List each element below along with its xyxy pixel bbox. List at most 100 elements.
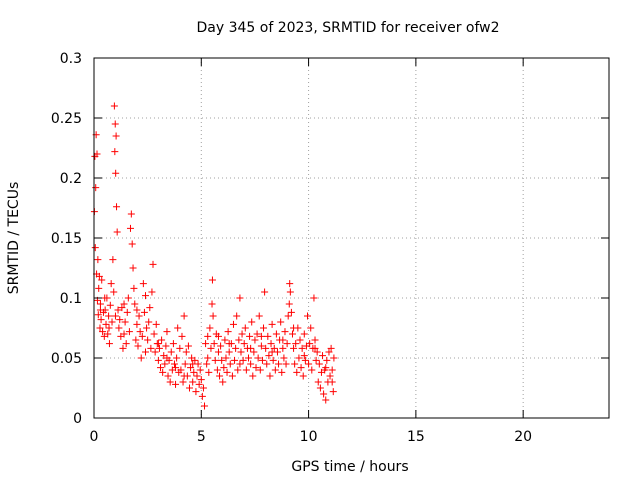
data-point xyxy=(178,332,186,340)
data-point xyxy=(311,344,319,352)
data-point xyxy=(326,372,334,380)
data-point xyxy=(96,324,104,332)
data-point xyxy=(112,132,120,140)
y-tick-label: 0.1 xyxy=(60,291,82,307)
data-point xyxy=(95,284,103,292)
data-point xyxy=(320,390,328,398)
data-point xyxy=(328,366,336,374)
data-point xyxy=(121,318,129,326)
data-point xyxy=(154,340,162,348)
data-point xyxy=(154,356,162,364)
data-point xyxy=(107,280,115,288)
data-point xyxy=(189,360,197,368)
data-point xyxy=(164,372,172,380)
data-point xyxy=(268,348,276,356)
y-tick-label: 0.2 xyxy=(60,171,82,187)
data-point xyxy=(283,340,291,348)
data-point xyxy=(112,169,120,177)
data-point xyxy=(134,342,142,350)
data-point xyxy=(228,372,236,380)
data-point xyxy=(268,320,276,328)
data-point xyxy=(279,336,287,344)
data-point xyxy=(224,328,232,336)
data-point xyxy=(147,344,155,352)
data-point xyxy=(182,348,190,356)
data-points xyxy=(90,102,338,410)
data-point xyxy=(223,368,231,376)
data-point xyxy=(222,354,230,362)
data-point xyxy=(305,360,313,368)
data-point xyxy=(97,316,105,324)
data-point xyxy=(189,378,197,386)
data-point xyxy=(149,260,157,268)
data-point xyxy=(118,304,126,312)
data-point xyxy=(214,332,222,340)
data-point xyxy=(247,344,255,352)
data-point xyxy=(125,328,133,336)
data-point xyxy=(92,184,100,192)
data-point xyxy=(113,228,121,236)
data-point xyxy=(255,312,263,320)
data-point xyxy=(95,272,103,280)
data-point xyxy=(262,344,270,352)
data-point xyxy=(170,360,178,368)
data-point xyxy=(133,320,141,328)
data-point xyxy=(286,288,294,296)
data-point xyxy=(327,344,335,352)
data-point xyxy=(142,292,149,300)
y-tick-label: 0.25 xyxy=(51,111,82,127)
data-point xyxy=(284,312,292,320)
data-point xyxy=(113,203,121,211)
data-point xyxy=(236,294,244,302)
data-point xyxy=(193,372,201,380)
data-point xyxy=(110,288,118,296)
data-point xyxy=(192,388,200,396)
data-point xyxy=(116,316,124,324)
data-point xyxy=(297,364,305,372)
data-point xyxy=(278,368,286,376)
data-point xyxy=(133,306,141,314)
data-point xyxy=(217,342,225,350)
data-point xyxy=(260,324,268,332)
data-point xyxy=(310,294,318,302)
data-point xyxy=(300,352,308,360)
data-point xyxy=(246,332,254,340)
data-point xyxy=(190,368,198,376)
data-point xyxy=(191,356,199,364)
data-point xyxy=(313,348,321,356)
data-point xyxy=(105,340,113,348)
data-point xyxy=(234,366,242,374)
data-point xyxy=(257,332,265,340)
data-point xyxy=(271,366,279,374)
data-point xyxy=(122,340,130,348)
data-point xyxy=(330,354,338,362)
data-point xyxy=(237,348,245,356)
data-point xyxy=(138,332,146,340)
data-point xyxy=(202,340,210,348)
data-point xyxy=(287,308,295,316)
data-point xyxy=(295,354,303,362)
data-point xyxy=(104,330,112,338)
data-point xyxy=(213,366,221,374)
data-point xyxy=(308,366,316,374)
data-point xyxy=(135,312,143,320)
data-point xyxy=(245,354,252,362)
data-point xyxy=(161,360,169,368)
data-point xyxy=(281,328,289,336)
data-point xyxy=(176,344,184,352)
data-point xyxy=(312,356,320,364)
data-point xyxy=(216,372,224,380)
data-point xyxy=(163,328,171,336)
data-point xyxy=(127,210,135,218)
data-point xyxy=(247,360,255,368)
data-point xyxy=(109,256,117,264)
data-point xyxy=(225,348,233,356)
grid-lines xyxy=(94,58,609,418)
data-point xyxy=(93,150,101,158)
data-point xyxy=(307,324,315,332)
data-point xyxy=(140,308,148,316)
data-point xyxy=(292,340,300,348)
data-point xyxy=(323,356,331,364)
